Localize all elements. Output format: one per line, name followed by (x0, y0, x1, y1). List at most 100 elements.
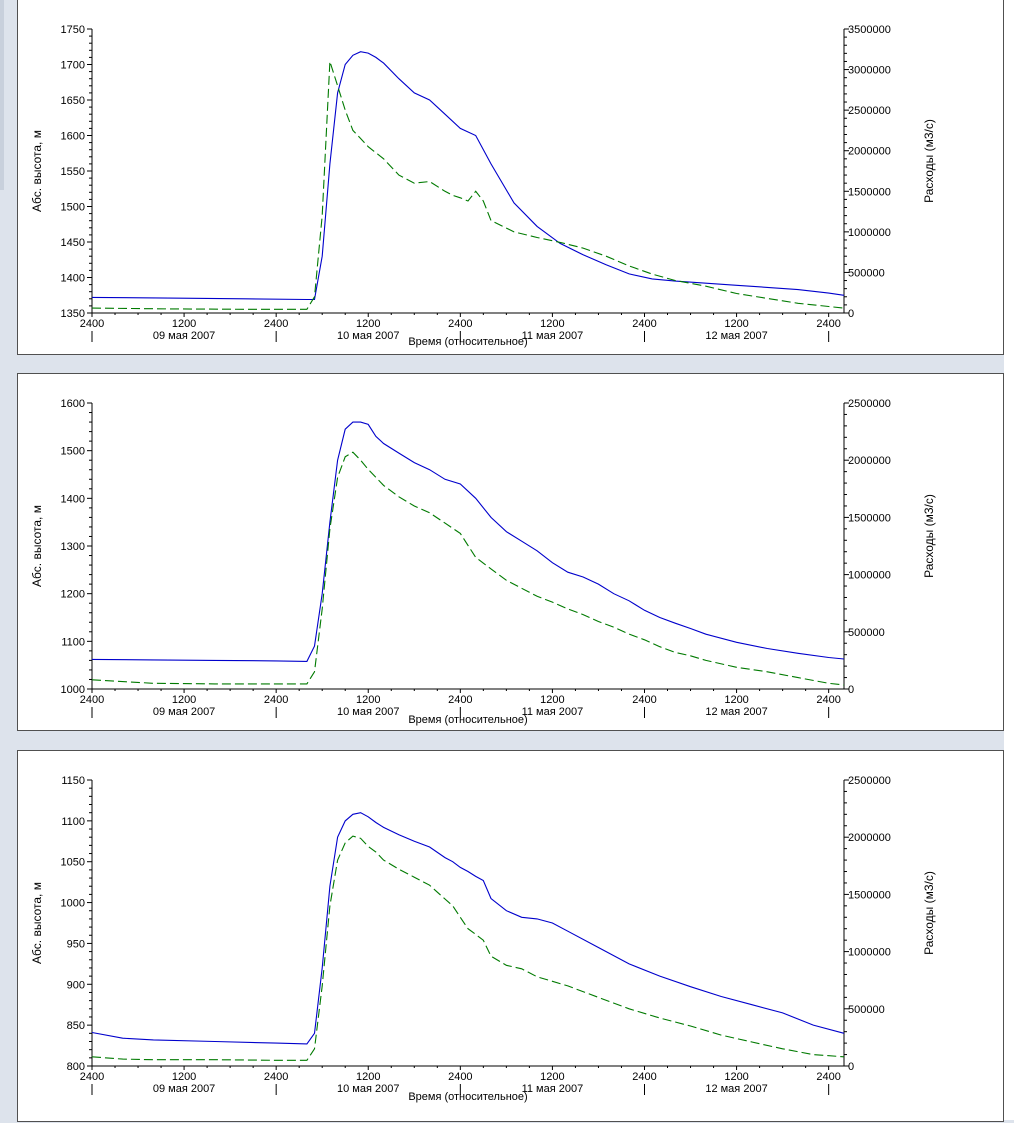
chart-panel-1: 1350 1400 1450 1500 1550 1600 1650 1700 1750 0 500… (17, 0, 1004, 355)
date-label: 12 мая 2007 (705, 330, 767, 342)
y-axis-label: Абс. высота, м (30, 505, 44, 587)
discharge-series-line (92, 62, 844, 310)
y2-tick-label: 1000000 (848, 570, 891, 582)
date-label: 11 мая 2007 (522, 1083, 584, 1095)
x-tick-label: 2400 (80, 318, 104, 330)
y-tick-label: 1150 (61, 775, 85, 787)
y2-tick-label: 500000 (848, 267, 885, 279)
x-tick-label: 1200 (356, 318, 380, 330)
y-tick-label: 1100 (61, 636, 85, 648)
x-tick-label: 2400 (632, 1071, 656, 1083)
chart-panel-3: 800 850 900 950 1000 1050 1100 1150 0 500000 10000… (17, 750, 1004, 1122)
y-tick-label: 1600 (61, 398, 85, 410)
x-tick-label: 1200 (172, 694, 196, 706)
x-tick-label: 1200 (172, 318, 196, 330)
y-tick-label: 1700 (61, 60, 85, 72)
x-tick-label: 2400 (816, 1071, 840, 1083)
y2-tick-label: 500000 (848, 627, 885, 639)
x-tick-label: 1200 (540, 318, 564, 330)
y2-axis-label: Расходы (м3/с) (922, 119, 936, 203)
y2-tick-label: 0 (848, 308, 854, 320)
y2-tick-label: 0 (848, 684, 854, 696)
y-tick-label: 1050 (61, 857, 85, 869)
y-tick-label: 900 (67, 979, 85, 991)
elevation-series-line (92, 422, 844, 661)
y-tick-label: 1500 (61, 446, 85, 458)
elevation-series-line (92, 52, 844, 300)
x-tick-label: 2400 (80, 1071, 104, 1083)
x-tick-label: 2400 (448, 318, 472, 330)
y-tick-label: 1200 (61, 589, 85, 601)
y2-axis-label: Расходы (м3/с) (922, 494, 936, 578)
date-label: 09 мая 2007 (153, 706, 215, 718)
window-edge-strip (0, 0, 4, 190)
y-tick-label: 1600 (61, 131, 85, 143)
chart-panel-2: 1000 1100 1200 1300 1400 1500 1600 0 500000 10000… (17, 373, 1004, 731)
y-tick-label: 1300 (61, 541, 85, 553)
y2-tick-label: 1500000 (848, 512, 891, 524)
date-label: 12 мая 2007 (705, 1083, 767, 1095)
window-right-edge (1004, 0, 1014, 1120)
y-tick-label: 1500 (61, 202, 85, 214)
date-label: 09 мая 2007 (153, 330, 215, 342)
x-tick-label: 2400 (816, 318, 840, 330)
y-tick-label: 950 (67, 938, 85, 950)
x-tick-label: 2400 (264, 318, 288, 330)
x-axis-label: Время (относительное) (408, 336, 527, 348)
chart-3-svg: 800 850 900 950 1000 1050 1100 1150 0 500000 10000… (18, 751, 1005, 1123)
y-tick-label: 1100 (61, 816, 85, 828)
x-tick-label: 2400 (264, 1071, 288, 1083)
x-tick-label: 1200 (540, 694, 564, 706)
y-tick-label: 1000 (61, 898, 85, 910)
chart-2-svg: 1000 1100 1200 1300 1400 1500 1600 0 500000 10000… (18, 374, 1005, 732)
y2-tick-label: 3500000 (848, 24, 891, 36)
x-tick-label: 1200 (724, 1071, 748, 1083)
y2-tick-label: 3000000 (848, 65, 891, 77)
date-label: 10 мая 2007 (337, 706, 399, 718)
x-tick-label: 1200 (724, 694, 748, 706)
discharge-series-line (92, 836, 844, 1060)
y2-tick-label: 0 (848, 1061, 854, 1073)
date-label: 09 мая 2007 (153, 1083, 215, 1095)
x-tick-label: 2400 (816, 694, 840, 706)
y2-tick-label: 2500000 (848, 105, 891, 117)
y2-tick-label: 2500000 (848, 775, 891, 787)
y2-tick-label: 1000000 (848, 227, 891, 239)
x-tick-label: 2400 (632, 694, 656, 706)
y2-tick-label: 2500000 (848, 398, 891, 410)
date-label: 11 мая 2007 (522, 330, 584, 342)
x-tick-label: 2400 (80, 694, 104, 706)
x-tick-label: 1200 (172, 1071, 196, 1083)
x-axis-label: Время (относительное) (408, 1091, 527, 1103)
y2-tick-label: 1500000 (848, 186, 891, 198)
y2-tick-label: 500000 (848, 1004, 885, 1016)
date-label: 10 мая 2007 (337, 330, 399, 342)
x-tick-label: 1200 (724, 318, 748, 330)
y-tick-label: 850 (67, 1020, 85, 1032)
y2-tick-label: 2000000 (848, 146, 891, 158)
y-tick-label: 1750 (61, 24, 85, 36)
x-tick-label: 2400 (448, 1071, 472, 1083)
x-tick-label: 1200 (356, 1071, 380, 1083)
y2-tick-label: 1500000 (848, 889, 891, 901)
date-label: 12 мая 2007 (705, 706, 767, 718)
y2-tick-label: 1000000 (848, 947, 891, 959)
y-tick-label: 1450 (61, 237, 85, 249)
x-tick-label: 1200 (356, 694, 380, 706)
chart-1-svg: 1350 1400 1450 1500 1550 1600 1650 1700 1750 0 500… (18, 0, 1005, 356)
y-tick-label: 1650 (61, 95, 85, 107)
y-tick-label: 1400 (61, 493, 85, 505)
date-label: 10 мая 2007 (337, 1083, 399, 1095)
y-tick-label: 1550 (61, 166, 85, 178)
x-tick-label: 1200 (540, 1071, 564, 1083)
y2-tick-label: 2000000 (848, 455, 891, 467)
y-tick-label: 1400 (61, 273, 85, 285)
y-axis-label: Абс. высота, м (30, 130, 44, 212)
y2-tick-label: 2000000 (848, 832, 891, 844)
discharge-series-line (92, 452, 844, 685)
y2-axis-label: Расходы (м3/с) (922, 871, 936, 955)
y-axis-label: Абс. высота, м (30, 882, 44, 964)
x-axis-label: Время (относительное) (408, 714, 527, 726)
x-tick-label: 2400 (264, 694, 288, 706)
x-tick-label: 2400 (632, 318, 656, 330)
